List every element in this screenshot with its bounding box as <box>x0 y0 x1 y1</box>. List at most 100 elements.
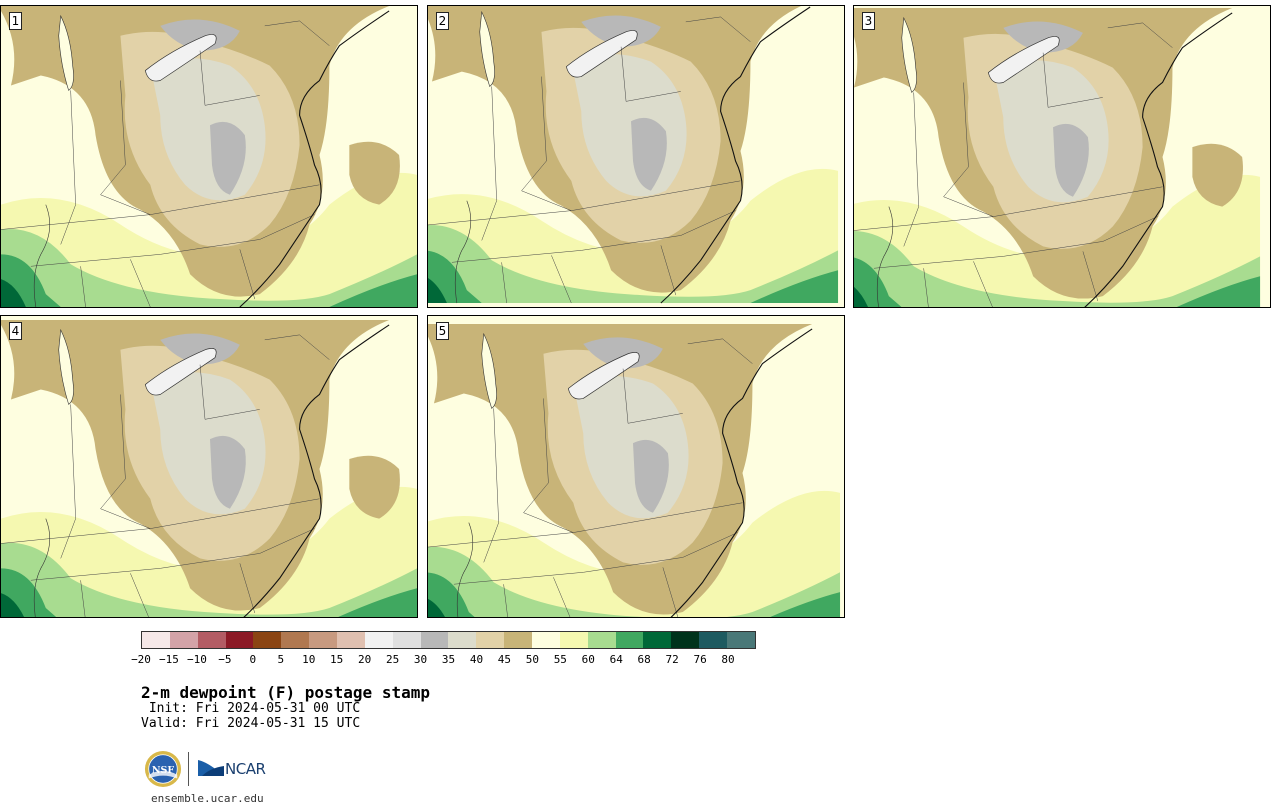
state-line <box>239 563 256 614</box>
state-line <box>481 86 497 241</box>
dewpoint-map-4 <box>1 319 417 617</box>
colorbar-tick-label: 64 <box>609 653 623 666</box>
state-line <box>903 92 919 247</box>
map-panel-4: 4 <box>0 315 418 618</box>
nsf-logo-icon[interactable]: NSF <box>144 750 182 788</box>
green-dark-zone <box>428 598 445 617</box>
state-line <box>264 334 330 360</box>
site-url[interactable]: ensemble.ucar.edu <box>151 792 264 805</box>
green-dark-zone <box>1 279 26 307</box>
state-line <box>1107 22 1173 48</box>
colorbar-swatch <box>197 632 226 648</box>
panel-label-4: 4 <box>9 322 22 340</box>
colorbar-swatch <box>448 632 477 648</box>
colorbar-swatch <box>169 632 198 648</box>
colorbar-tick-label: 35 <box>441 653 456 666</box>
colorbar-swatch <box>281 632 310 648</box>
lake-erie <box>987 36 1060 84</box>
dewpoint-map-2 <box>428 6 839 304</box>
colorbar-tick-label: 15 <box>330 653 344 666</box>
lake-erie <box>565 30 638 78</box>
state-line <box>1 498 320 544</box>
offshore-dry-blob <box>349 141 400 205</box>
state-line <box>451 210 736 263</box>
state-line <box>873 216 1158 269</box>
state-line <box>30 528 315 581</box>
state-line <box>521 76 572 211</box>
colorbar-swatch <box>559 632 588 648</box>
moist-zone <box>428 168 839 304</box>
lake-michigan <box>481 332 497 409</box>
state-line <box>553 577 571 617</box>
state-line <box>503 584 508 617</box>
state-line <box>973 261 993 307</box>
map-panel-2: 2 <box>427 5 845 308</box>
state-line <box>264 20 330 46</box>
panel-label-3: 3 <box>862 12 875 30</box>
state-line <box>199 364 260 420</box>
colorbar-swatch <box>504 632 533 648</box>
dewpoint-map-5 <box>428 323 841 617</box>
colorbar-tick-label: 45 <box>497 653 512 666</box>
colorbar-tick-label: 0 <box>249 653 257 666</box>
green-mid-zone-east <box>329 274 417 307</box>
colorbar-tick-label: 72 <box>665 653 679 666</box>
moist-zone <box>854 174 1261 307</box>
gray-patch-mountains <box>631 117 667 191</box>
state-line <box>30 214 315 267</box>
colorbar-tick-label: 60 <box>581 653 595 666</box>
logos: NSF NCAR <box>144 750 274 790</box>
coastline <box>660 6 811 304</box>
coastline <box>243 324 390 617</box>
lake-michigan <box>479 10 495 87</box>
state-line <box>428 180 741 226</box>
dewpoint-map-3 <box>854 7 1261 307</box>
colorbar-swatch <box>699 632 728 648</box>
colorbar-tick-label: 76 <box>693 653 707 666</box>
colorbar-swatch <box>392 632 421 648</box>
state-line <box>523 398 574 533</box>
colorbar-tick-label: 5 <box>277 653 285 666</box>
state-line <box>428 502 743 548</box>
colorbar-swatch <box>587 632 616 648</box>
green-dark-zone <box>854 286 868 307</box>
panel-label-1: 1 <box>9 12 22 30</box>
colorbar-ticks: −20 −15 −10 −5 0 5 10 15 20 25 30 35 40 45 50 55 60 64 68 7… <box>130 653 770 667</box>
green-light-zone <box>1 228 417 307</box>
colorbar-tick-label: −15 <box>159 653 179 666</box>
gray-patch-mountains <box>209 435 246 509</box>
colorbar-swatch <box>476 632 505 648</box>
state-line <box>943 82 994 217</box>
green-mid-zone-east <box>338 588 417 617</box>
colorbar-tick-label: −10 <box>186 653 207 666</box>
green-light-zone <box>428 546 841 617</box>
colorbar-tick-label: 20 <box>358 653 372 666</box>
gray-patch-north <box>583 337 663 369</box>
state-line <box>483 408 499 563</box>
green-mid-zone-east <box>750 270 839 304</box>
colorbar-tick-label: −20 <box>131 653 151 666</box>
colorbar-swatch <box>420 632 449 648</box>
green-mid-zone-east <box>770 592 841 617</box>
state-line <box>453 532 738 585</box>
colorbar-swatch <box>142 632 170 648</box>
state-line <box>1 184 320 230</box>
ncar-logo-icon[interactable] <box>198 758 224 776</box>
gray-patch-north <box>160 19 240 51</box>
colorbar-swatch <box>671 632 700 648</box>
lake-erie <box>144 348 217 396</box>
colorbar-swatch <box>225 632 254 648</box>
ncar-logo-text[interactable]: NCAR <box>225 760 266 778</box>
colorbar-tick-label: −5 <box>218 653 232 666</box>
colorbar-tick-label: 10 <box>302 653 316 666</box>
green-mid-zone-west <box>854 257 902 307</box>
colorbar-tick-label: 40 <box>469 653 484 666</box>
river <box>454 200 472 304</box>
state-line <box>501 262 507 304</box>
green-light-zone <box>428 224 839 304</box>
colorbar-swatch <box>337 632 365 648</box>
colorbar-tick-label: 25 <box>385 653 400 666</box>
moist-zone <box>1 172 417 307</box>
gray-patch-north <box>160 333 240 365</box>
green-mid-zone-west <box>428 572 475 617</box>
